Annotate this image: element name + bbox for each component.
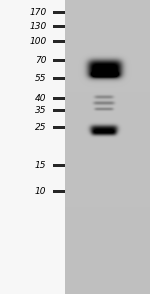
Text: 35: 35	[35, 106, 46, 115]
Text: 100: 100	[29, 37, 46, 46]
Text: 70: 70	[35, 56, 46, 65]
Text: 40: 40	[35, 94, 46, 103]
Text: 15: 15	[35, 161, 46, 170]
Text: 25: 25	[35, 123, 46, 131]
Text: 130: 130	[29, 22, 46, 31]
Text: 55: 55	[35, 74, 46, 83]
Text: 170: 170	[29, 8, 46, 17]
Text: 10: 10	[35, 187, 46, 196]
